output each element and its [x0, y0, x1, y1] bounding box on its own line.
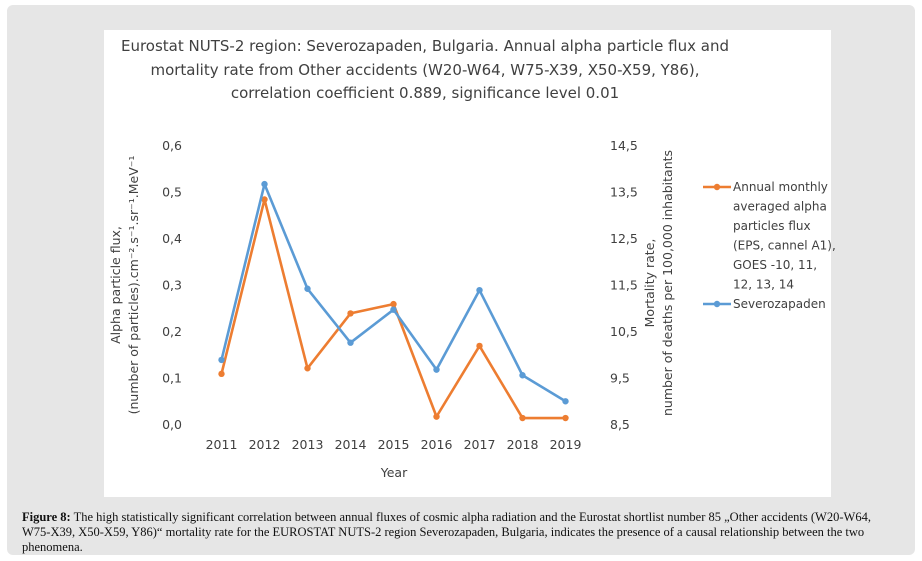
y-left-tick-label: 0,1 — [162, 371, 182, 386]
x-tick-label: 2015 — [378, 437, 410, 452]
figure-frame — [7, 5, 915, 555]
right-axis-ticks: 8,5 9,5 10,5 11,5 12,5 13,5 14,5 — [610, 138, 638, 432]
y-left-tick-label: 0,5 — [162, 185, 182, 200]
series-line-1 — [220, 182, 567, 403]
y-right-label-line: Mortality rate, — [642, 239, 657, 328]
series-1-point — [261, 180, 268, 188]
y-left-tick-label: 0,0 — [162, 417, 182, 432]
figure-caption: Figure 8: The high statistically signifi… — [22, 510, 902, 555]
legend: Annual monthly averaged alpha particles fl… — [703, 180, 836, 311]
series-0-point — [433, 413, 440, 420]
y-right-tick-label: 10,5 — [610, 324, 638, 339]
y-left-label-line: (number of particles).cm⁻².s⁻¹.sr⁻¹.MeV⁻… — [126, 156, 141, 415]
y-right-tick-label: 9,5 — [610, 371, 630, 386]
legend-swatch-marker — [713, 300, 721, 308]
series-1-point — [519, 372, 526, 379]
y-right-tick-label: 12,5 — [610, 231, 638, 246]
series-0-point — [218, 370, 225, 378]
series-1-point — [562, 398, 569, 405]
series-1-point — [347, 339, 354, 346]
x-axis-label: Year — [380, 465, 408, 480]
x-axis-ticks: 2011 2012 2013 2014 2015 2016 2017 2018 2019 — [206, 437, 582, 452]
y-right-tick-label: 14,5 — [610, 138, 638, 153]
series-1-point — [390, 306, 397, 313]
y-axis-left-label: Alpha particle flux, (number of particles… — [108, 156, 141, 415]
series-0-point — [347, 310, 354, 317]
x-tick-label: 2019 — [550, 437, 582, 452]
series-1-point — [218, 356, 225, 364]
series-lines — [218, 180, 569, 422]
x-tick-label: 2016 — [421, 437, 453, 452]
legend-swatch-marker — [713, 183, 721, 191]
y-right-label-line: number of deaths per 100,000 inhabitants — [660, 150, 675, 416]
series-1-point — [476, 286, 483, 294]
y-right-tick-label: 8,5 — [610, 417, 630, 432]
series-1-point — [304, 285, 311, 292]
x-tick-label: 2011 — [206, 437, 238, 452]
chart-area — [104, 30, 831, 497]
series-1-point — [433, 366, 440, 373]
y-right-tick-label: 13,5 — [610, 185, 638, 200]
series-0-point — [562, 414, 569, 422]
chart-title-line: correlation coefficient 0.889, significa… — [231, 84, 619, 102]
legend-label: (EPS, cannel A1), — [733, 239, 836, 253]
legend-label: GOES -10, 11, — [733, 258, 817, 272]
legend-label: particles flux — [733, 219, 811, 233]
legend-label: averaged alpha — [733, 200, 827, 214]
caption-label: Figure 8: — [22, 510, 71, 524]
legend-label: 12, 13, 14 — [733, 278, 794, 292]
y-left-tick-label: 0,3 — [162, 278, 182, 293]
y-left-tick-label: 0,6 — [162, 138, 182, 153]
series-0-point — [476, 342, 483, 350]
legend-label: Annual monthly — [733, 180, 828, 194]
chart-title: Eurostat NUTS-2 region: Severozapaden, B… — [121, 37, 729, 102]
x-tick-label: 2018 — [507, 437, 539, 452]
chart-title-line: Eurostat NUTS-2 region: Severozapaden, B… — [121, 37, 729, 55]
series-0-point — [304, 365, 311, 372]
x-tick-label: 2012 — [249, 437, 281, 452]
chart-title-line: mortality rate from Other accidents (W20… — [150, 61, 699, 79]
caption-text: The high statistically significant corre… — [22, 510, 871, 554]
left-axis-ticks: 0,0 0,1 0,2 0,3 0,4 0,5 0,6 — [162, 138, 182, 432]
series-0-point — [390, 300, 397, 308]
x-tick-label: 2017 — [464, 437, 496, 452]
x-tick-label: 2013 — [292, 437, 324, 452]
y-left-label-line: Alpha particle flux, — [108, 226, 123, 344]
series-0-point — [261, 196, 268, 203]
x-tick-label: 2014 — [335, 437, 367, 452]
y-left-tick-label: 0,4 — [162, 231, 182, 246]
y-right-tick-label: 11,5 — [610, 278, 638, 293]
y-axis-right-label: Mortality rate, number of deaths per 100,… — [642, 150, 675, 416]
series-0-point — [519, 414, 526, 422]
legend-label: Severozapaden — [733, 297, 826, 311]
y-left-tick-label: 0,2 — [162, 324, 182, 339]
